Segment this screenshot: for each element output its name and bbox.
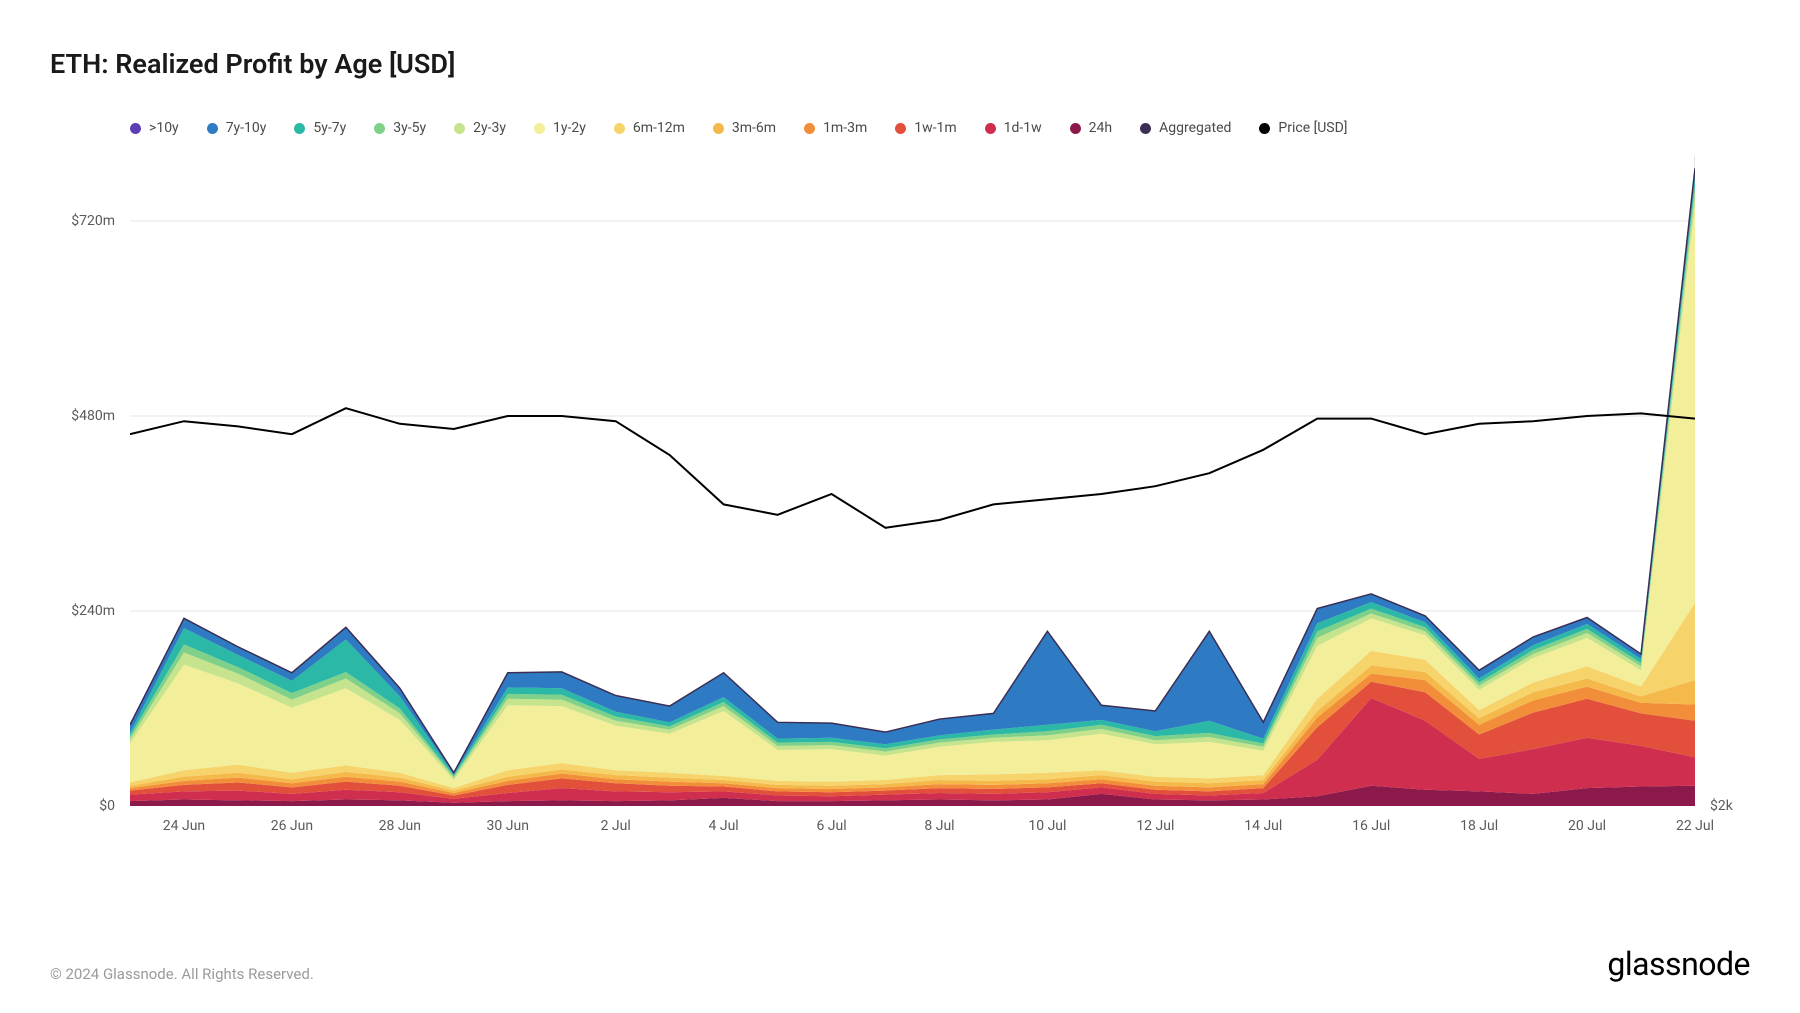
legend-label: >10y (149, 120, 179, 136)
legend-item[interactable]: 3m-6m (713, 120, 776, 136)
legend-label: Price [USD] (1278, 120, 1347, 136)
legend-item[interactable]: 1m-3m (804, 120, 867, 136)
x-tick: 20 Jul (1568, 818, 1606, 834)
y-right-tick: $2k (1710, 798, 1733, 814)
y-left-tick: $240m (71, 603, 115, 619)
y-axis-right: $2k (1700, 156, 1750, 806)
legend-item[interactable]: 1w-1m (895, 120, 956, 136)
x-tick: 18 Jul (1460, 818, 1498, 834)
y-axis-left: $0$240m$480m$720m (50, 156, 125, 806)
x-tick: 6 Jul (816, 818, 846, 834)
x-tick: 10 Jul (1028, 818, 1066, 834)
legend-label: 7y-10y (226, 120, 267, 136)
chart-area: $0 $240m $480m $720m $2k 24 Jun 26 Jun 28 Jun… (50, 156, 1750, 846)
y-left-tick: $720m (71, 213, 115, 229)
legend-dot-icon (614, 123, 625, 134)
x-tick: 16 Jul (1352, 818, 1390, 834)
legend-item[interactable]: Aggregated (1140, 120, 1231, 136)
y-left-tick: $0 (99, 798, 115, 814)
legend-label: 1m-3m (823, 120, 867, 136)
copyright-text: © 2024 Glassnode. All Rights Reserved. (50, 965, 314, 983)
legend-dot-icon (130, 123, 141, 134)
price-line (130, 408, 1695, 528)
x-tick: 26 Jun (271, 818, 313, 834)
chart-title: ETH: Realized Profit by Age [USD] (50, 48, 1750, 80)
legend-label: 3m-6m (732, 120, 776, 136)
legend-label: 3y-5y (393, 120, 426, 136)
legend: >10y 7y-10y 5y-7y 3y-5y 2y-3y 1y-2y 6m-12m 3m-6… (50, 120, 1750, 136)
x-tick: 8 Jul (924, 818, 954, 834)
x-tick: 28 Jun (379, 818, 421, 834)
legend-label: 1w-1m (914, 120, 956, 136)
x-tick: 2 Jul (601, 818, 631, 834)
x-tick: 14 Jul (1244, 818, 1282, 834)
legend-item[interactable]: 2y-3y (454, 120, 506, 136)
legend-item[interactable]: 7y-10y (207, 120, 267, 136)
legend-dot-icon (1259, 123, 1270, 134)
legend-item[interactable]: Price [USD] (1259, 120, 1347, 136)
legend-item[interactable]: 1d-1w (985, 120, 1042, 136)
legend-dot-icon (1140, 123, 1151, 134)
legend-dot-icon (985, 123, 996, 134)
x-tick: 30 Jun (487, 818, 529, 834)
legend-dot-icon (713, 123, 724, 134)
legend-dot-icon (1070, 123, 1081, 134)
x-tick: 22 Jul (1676, 818, 1714, 834)
footer: © 2024 Glassnode. All Rights Reserved. g… (50, 945, 1750, 983)
legend-label: 24h (1089, 120, 1112, 136)
x-tick: 24 Jun (163, 818, 205, 834)
legend-label: Aggregated (1159, 120, 1231, 136)
legend-label: 1y-2y (553, 120, 586, 136)
brand-logo: glassnode (1607, 945, 1750, 983)
legend-dot-icon (895, 123, 906, 134)
x-tick: 4 Jul (709, 818, 739, 834)
legend-item[interactable]: >10y (130, 120, 179, 136)
legend-dot-icon (207, 123, 218, 134)
legend-dot-icon (534, 123, 545, 134)
legend-label: 5y-7y (313, 120, 346, 136)
legend-item[interactable]: 24h (1070, 120, 1112, 136)
legend-dot-icon (374, 123, 385, 134)
legend-dot-icon (804, 123, 815, 134)
legend-dot-icon (294, 123, 305, 134)
legend-item[interactable]: 5y-7y (294, 120, 346, 136)
legend-label: 1d-1w (1004, 120, 1042, 136)
legend-label: 2y-3y (473, 120, 506, 136)
legend-label: 6m-12m (633, 120, 685, 136)
plot-svg (130, 156, 1695, 806)
x-tick: 12 Jul (1136, 818, 1174, 834)
legend-item[interactable]: 6m-12m (614, 120, 685, 136)
legend-dot-icon (454, 123, 465, 134)
x-axis: 24 Jun 26 Jun 28 Jun 30 Jun 2 Jul 4 Jul 6 Jul 8… (130, 806, 1695, 846)
legend-item[interactable]: 1y-2y (534, 120, 586, 136)
legend-item[interactable]: 3y-5y (374, 120, 426, 136)
y-left-tick: $480m (71, 408, 115, 424)
